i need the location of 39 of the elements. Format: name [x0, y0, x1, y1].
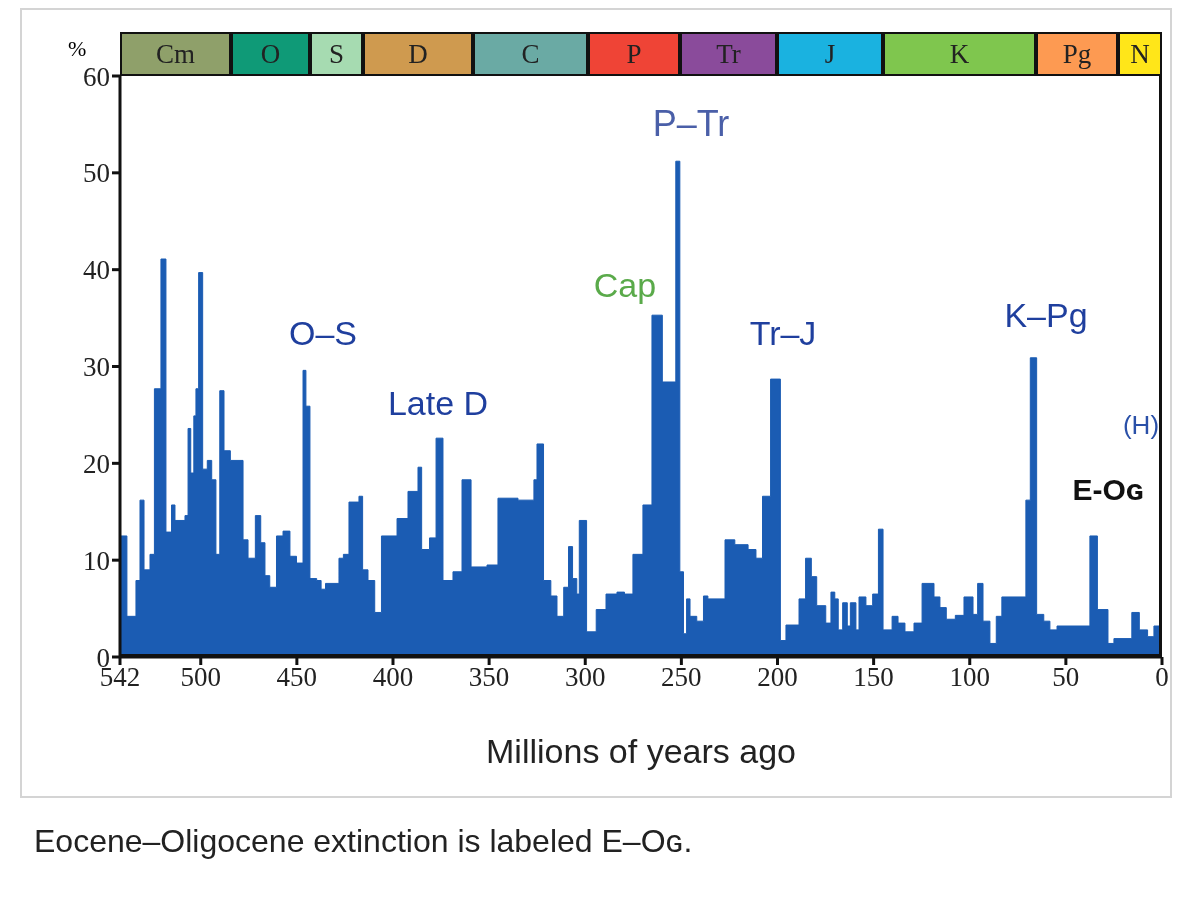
annotation: K–Pg: [1003, 295, 1089, 336]
y-tick-label: 20: [83, 448, 110, 479]
y-tick-label: 10: [83, 545, 110, 576]
x-tick-label: 0: [1155, 662, 1169, 693]
annotation: Cap: [592, 265, 658, 306]
text: P: [588, 32, 680, 76]
x-tick-label: 100: [949, 662, 990, 693]
text: Pg: [1036, 32, 1118, 76]
y-tick-label: 60: [83, 61, 110, 92]
x-tick-label: 50: [1052, 662, 1080, 693]
annotation: Tr–J: [748, 313, 818, 354]
x-tick-label: 200: [757, 662, 798, 693]
x-tick-label: 300: [565, 662, 606, 693]
text: N: [1118, 32, 1162, 76]
text: J: [777, 32, 883, 76]
text: Cm: [120, 32, 231, 76]
text: Tr: [680, 32, 777, 76]
annotation: P–Tr: [651, 102, 731, 146]
x-axis-title: Millions of years ago: [486, 732, 796, 770]
annotation: Late D: [386, 383, 490, 424]
text: Eocene–Oligocene extinction is labeled E–Oɢ.: [34, 823, 693, 860]
text: S: [310, 32, 363, 76]
x-tick-label: 450: [276, 662, 318, 693]
y-tick-label: 50: [83, 158, 110, 189]
x-tick-label: 500: [180, 662, 221, 693]
y-tick-label: 40: [83, 255, 110, 286]
annotation: (H): [1121, 409, 1161, 442]
annotation: E-Oɢ: [1071, 472, 1145, 508]
y-tick-label: 30: [83, 352, 110, 383]
x-tick-label: 400: [372, 662, 414, 693]
x-tick-label: 250: [661, 662, 702, 693]
x-tick-label: 350: [468, 662, 510, 693]
text: D: [363, 32, 473, 76]
x-tick-label: 150: [853, 662, 894, 693]
text: K: [883, 32, 1036, 76]
text: O: [231, 32, 310, 76]
y-axis-title: %: [68, 36, 87, 62]
annotation: O–S: [287, 313, 358, 354]
text: C: [473, 32, 588, 76]
